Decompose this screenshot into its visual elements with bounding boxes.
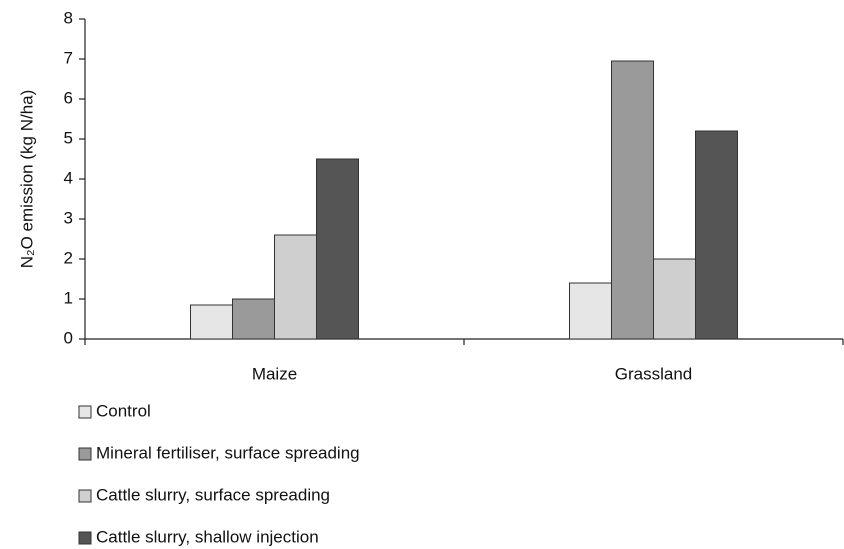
y-tick-label: 6	[64, 88, 73, 107]
legend-swatch	[78, 531, 92, 545]
legend-label: Cattle slurry, shallow injection	[96, 527, 319, 546]
legend-label: Mineral fertiliser, surface spreading	[96, 443, 360, 462]
bar	[274, 234, 317, 340]
y-tick-label: 5	[64, 128, 73, 147]
y-tick-label: 7	[64, 48, 73, 67]
y-tick-label: 8	[64, 8, 73, 27]
bar	[611, 60, 654, 340]
legend-swatch	[78, 405, 92, 419]
bar	[232, 298, 275, 340]
bar	[190, 304, 233, 340]
legend-swatch	[78, 489, 92, 503]
y-tick-label: 2	[64, 248, 73, 267]
bar	[695, 130, 738, 340]
legend-swatch	[78, 447, 92, 461]
y-tick-label: 4	[64, 168, 73, 187]
y-tick-label: 1	[64, 288, 73, 307]
x-tick-label: Grassland	[615, 364, 692, 383]
bar	[569, 282, 612, 340]
bar	[316, 158, 359, 340]
x-tick-label: Maize	[252, 364, 297, 383]
y-tick-label: 0	[64, 328, 73, 347]
y-axis-label: N₂O emission (kg N/ha)	[17, 90, 36, 269]
y-tick-label: 3	[64, 208, 73, 227]
bar	[653, 258, 696, 340]
legend-label: Cattle slurry, surface spreading	[96, 485, 330, 504]
legend-label: Control	[96, 401, 151, 420]
